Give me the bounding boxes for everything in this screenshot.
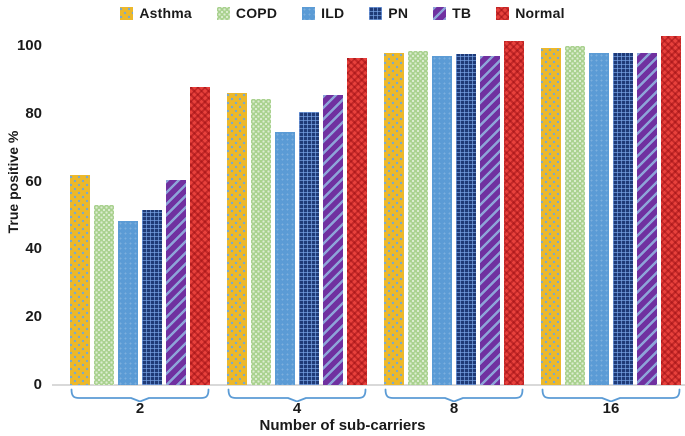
- group-bracket-icon: [227, 388, 367, 402]
- legend-label: TB: [452, 5, 472, 21]
- bar-group-8: [384, 41, 524, 385]
- y-tick-label: 60: [25, 172, 42, 190]
- group-bracket-icon: [541, 388, 681, 402]
- legend: Asthma COPD ILD PN TB Normal: [0, 3, 685, 23]
- legend-item-normal: Normal: [496, 5, 564, 21]
- bar-ild-16: [589, 53, 609, 385]
- legend-swatch-ild: [302, 6, 316, 20]
- bar-asthma-16: [541, 48, 561, 385]
- bar-normal-8: [504, 41, 524, 385]
- bar-copd-16: [565, 46, 585, 385]
- legend-swatch-tb: [433, 6, 447, 20]
- x-axis-line: [52, 384, 685, 386]
- legend-item-pn: PN: [369, 5, 408, 21]
- bar-pn-2: [142, 210, 162, 385]
- legend-swatch-copd: [216, 6, 230, 20]
- y-tick-label: 100: [16, 36, 42, 54]
- bar-normal-16: [661, 36, 681, 385]
- bar-ild-4: [275, 132, 295, 385]
- category-label: 16: [602, 400, 620, 417]
- bar-pn-4: [299, 112, 319, 385]
- y-tick-label: 40: [25, 240, 42, 258]
- bar-group-16: [541, 36, 681, 385]
- bar-tb-2: [166, 180, 186, 385]
- legend-label: COPD: [235, 5, 278, 21]
- legend-label: Asthma: [139, 5, 192, 21]
- legend-item-ild: ILD: [302, 5, 344, 21]
- bar-group-2: [70, 87, 210, 385]
- bar-ild-8: [432, 56, 452, 385]
- legend-label: ILD: [321, 5, 345, 21]
- x-axis-cell-2: 2: [70, 388, 210, 417]
- bar-ild-2: [118, 221, 138, 385]
- bar-tb-16: [637, 53, 657, 385]
- group-bracket-icon: [70, 388, 210, 402]
- legend-item-copd: COPD: [216, 5, 278, 21]
- x-axis-cell-16: 16: [541, 388, 681, 417]
- legend-item-tb: TB: [433, 5, 471, 21]
- bar-copd-8: [408, 51, 428, 385]
- bar-pn-16: [613, 53, 633, 385]
- x-axis-title: Number of sub-carriers: [259, 417, 426, 434]
- bar-copd-4: [251, 99, 271, 385]
- category-label: 4: [292, 400, 302, 417]
- y-tick-label: 20: [25, 308, 42, 326]
- bar-pn-8: [456, 54, 476, 385]
- bar-normal-4: [347, 58, 367, 385]
- x-axis-cell-4: 4: [227, 388, 367, 417]
- bar-asthma-8: [384, 53, 404, 385]
- bar-asthma-2: [70, 175, 90, 385]
- bar-group-4: [227, 58, 367, 385]
- x-axis: 2 4 8 16: [70, 388, 682, 417]
- group-bracket-icon: [384, 388, 524, 402]
- y-tick-label: 0: [33, 376, 42, 393]
- legend-swatch-pn: [369, 6, 383, 20]
- bar-asthma-4: [227, 93, 247, 385]
- category-label: 2: [135, 400, 145, 417]
- legend-item-asthma: Asthma: [120, 5, 192, 21]
- bar-groups: [70, 29, 682, 385]
- y-tick-label: 80: [25, 104, 42, 122]
- legend-swatch-normal: [496, 6, 510, 20]
- bar-normal-2: [190, 87, 210, 385]
- legend-label: PN: [388, 5, 409, 21]
- bar-tb-8: [480, 56, 500, 385]
- x-axis-cell-8: 8: [384, 388, 524, 417]
- bar-copd-2: [94, 205, 114, 385]
- category-label: 8: [449, 400, 459, 417]
- legend-swatch-asthma: [120, 6, 134, 20]
- legend-label: Normal: [515, 5, 565, 21]
- bar-tb-4: [323, 95, 343, 385]
